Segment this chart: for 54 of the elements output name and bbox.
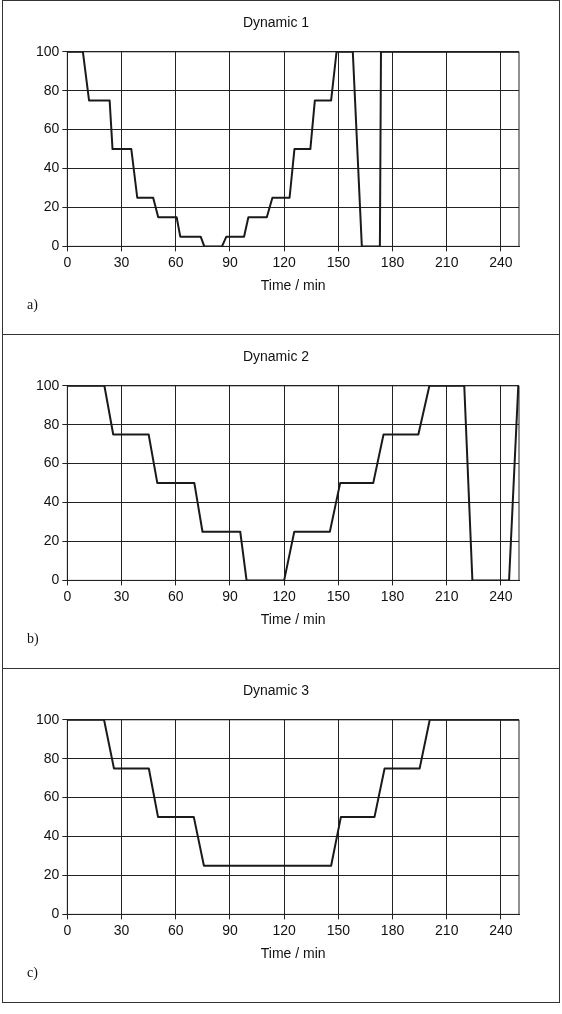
x-tick-label: 0 (63, 253, 72, 270)
x-tick-label: 210 (435, 921, 459, 938)
x-tick-label: 60 (167, 253, 184, 270)
chart-title: Dynamic 1 (242, 14, 310, 31)
x-tick-label: 150 (326, 921, 351, 938)
x-tick-label: 120 (272, 253, 297, 270)
x-tick-label: 120 (272, 587, 297, 604)
y-tick-label: 60 (43, 454, 60, 471)
x-tick-label: 30 (113, 587, 130, 604)
y-tick-label: 100 (36, 710, 60, 727)
x-tick-label: 90 (222, 921, 238, 938)
y-tick-label: 100 (36, 376, 60, 393)
y-tick-label: 20 (43, 198, 60, 215)
y-tick-label: 60 (43, 788, 60, 805)
x-axis-title: Time / min (260, 945, 326, 962)
text: a) (27, 297, 38, 313)
y-tick-label: 80 (43, 749, 60, 766)
x-tick-label: 150 (326, 587, 351, 604)
x-tick-label: 180 (380, 921, 405, 938)
x-tick-label: 120 (272, 921, 297, 938)
x-tick-label: 30 (113, 253, 130, 270)
x-tick-label: 60 (167, 921, 184, 938)
x-tick-label: 180 (380, 253, 405, 270)
y-tick-label: 0 (51, 237, 60, 254)
x-tick-label: 60 (167, 587, 184, 604)
chart-title: Dynamic 2 (242, 348, 310, 365)
x-tick-label: 0 (63, 921, 72, 938)
x-tick-label: 180 (380, 587, 405, 604)
y-tick-label: 60 (43, 120, 60, 137)
y-tick-label: 100 (36, 42, 60, 59)
y-tick-label: 0 (51, 905, 60, 922)
x-tick-label: 0 (63, 587, 72, 604)
x-tick-label: 240 (489, 587, 513, 604)
x-tick-label: 240 (489, 921, 513, 938)
y-tick-label: 80 (43, 81, 60, 98)
y-tick-label: 40 (43, 159, 60, 176)
x-tick-label: 90 (222, 253, 238, 270)
x-axis-title: Time / min (260, 611, 326, 628)
x-tick-label: 210 (435, 253, 459, 270)
y-tick-label: 20 (43, 532, 60, 549)
text: b) (27, 631, 39, 647)
x-tick-label: 150 (326, 253, 351, 270)
chart-title: Dynamic 3 (242, 682, 310, 699)
x-tick-label: 210 (435, 587, 459, 604)
x-tick-label: 30 (113, 921, 130, 938)
x-tick-label: 240 (489, 253, 513, 270)
x-tick-label: 90 (222, 587, 238, 604)
text: c) (27, 965, 38, 981)
y-tick-label: 80 (43, 415, 60, 432)
y-tick-label: 0 (51, 571, 60, 588)
y-tick-label: 40 (43, 493, 60, 510)
y-tick-label: 20 (43, 866, 60, 883)
y-tick-label: 40 (43, 827, 60, 844)
x-axis-title: Time / min (260, 277, 326, 294)
